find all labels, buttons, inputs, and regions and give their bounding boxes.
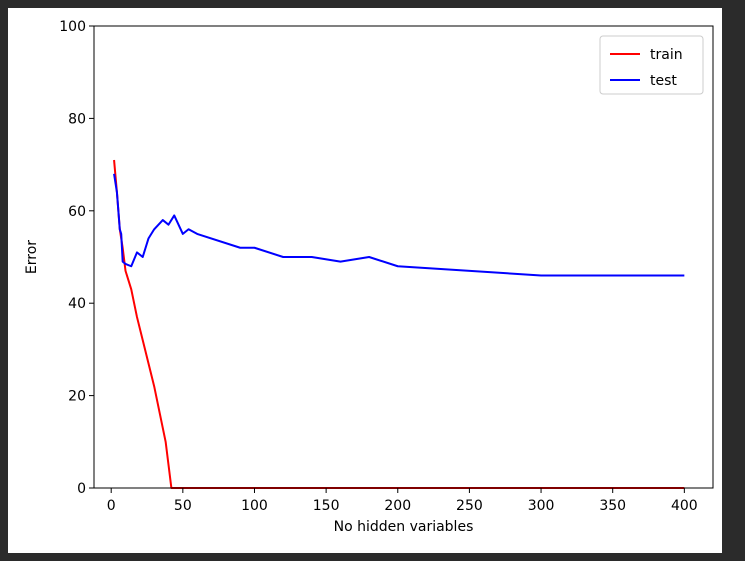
x-tick-label: 200	[384, 498, 411, 514]
x-tick-label: 0	[107, 498, 116, 514]
legend-label-train: train	[650, 47, 683, 63]
x-tick-label: 250	[456, 498, 483, 514]
series-line-test	[113, 173, 685, 277]
x-tick-label: 300	[528, 498, 555, 514]
legend: train test	[599, 35, 704, 95]
line-chart: 0 50 100 150 200 250 300 350 400 0 20 40 60 80 100 No…	[24, 19, 714, 535]
x-tick-label: 400	[671, 498, 698, 514]
x-tick-label: 150	[313, 498, 340, 514]
plot-area-frame	[93, 25, 714, 489]
y-tick-label: 20	[68, 389, 86, 405]
y-tick-label: 100	[59, 19, 86, 35]
y-tick-label: 0	[77, 481, 86, 497]
series-line-train	[113, 159, 685, 489]
x-tick-label: 350	[599, 498, 626, 514]
x-tick-label: 100	[241, 498, 268, 514]
plot-lines	[113, 159, 685, 489]
y-tick-label: 60	[68, 204, 86, 220]
y-axis: 0 20 40 60 80 100	[59, 19, 94, 497]
y-tick-label: 80	[68, 111, 86, 127]
y-axis-label: Error	[24, 240, 40, 274]
y-tick-label: 40	[68, 296, 86, 312]
x-tick-label: 50	[174, 498, 192, 514]
x-axis-label: No hidden variables	[334, 519, 474, 535]
chart-figure: 0 50 100 150 200 250 300 350 400 0 20 40 60 80 100 No…	[8, 8, 722, 553]
x-axis: 0 50 100 150 200 250 300 350 400	[107, 488, 698, 514]
legend-label-test: test	[650, 73, 677, 89]
